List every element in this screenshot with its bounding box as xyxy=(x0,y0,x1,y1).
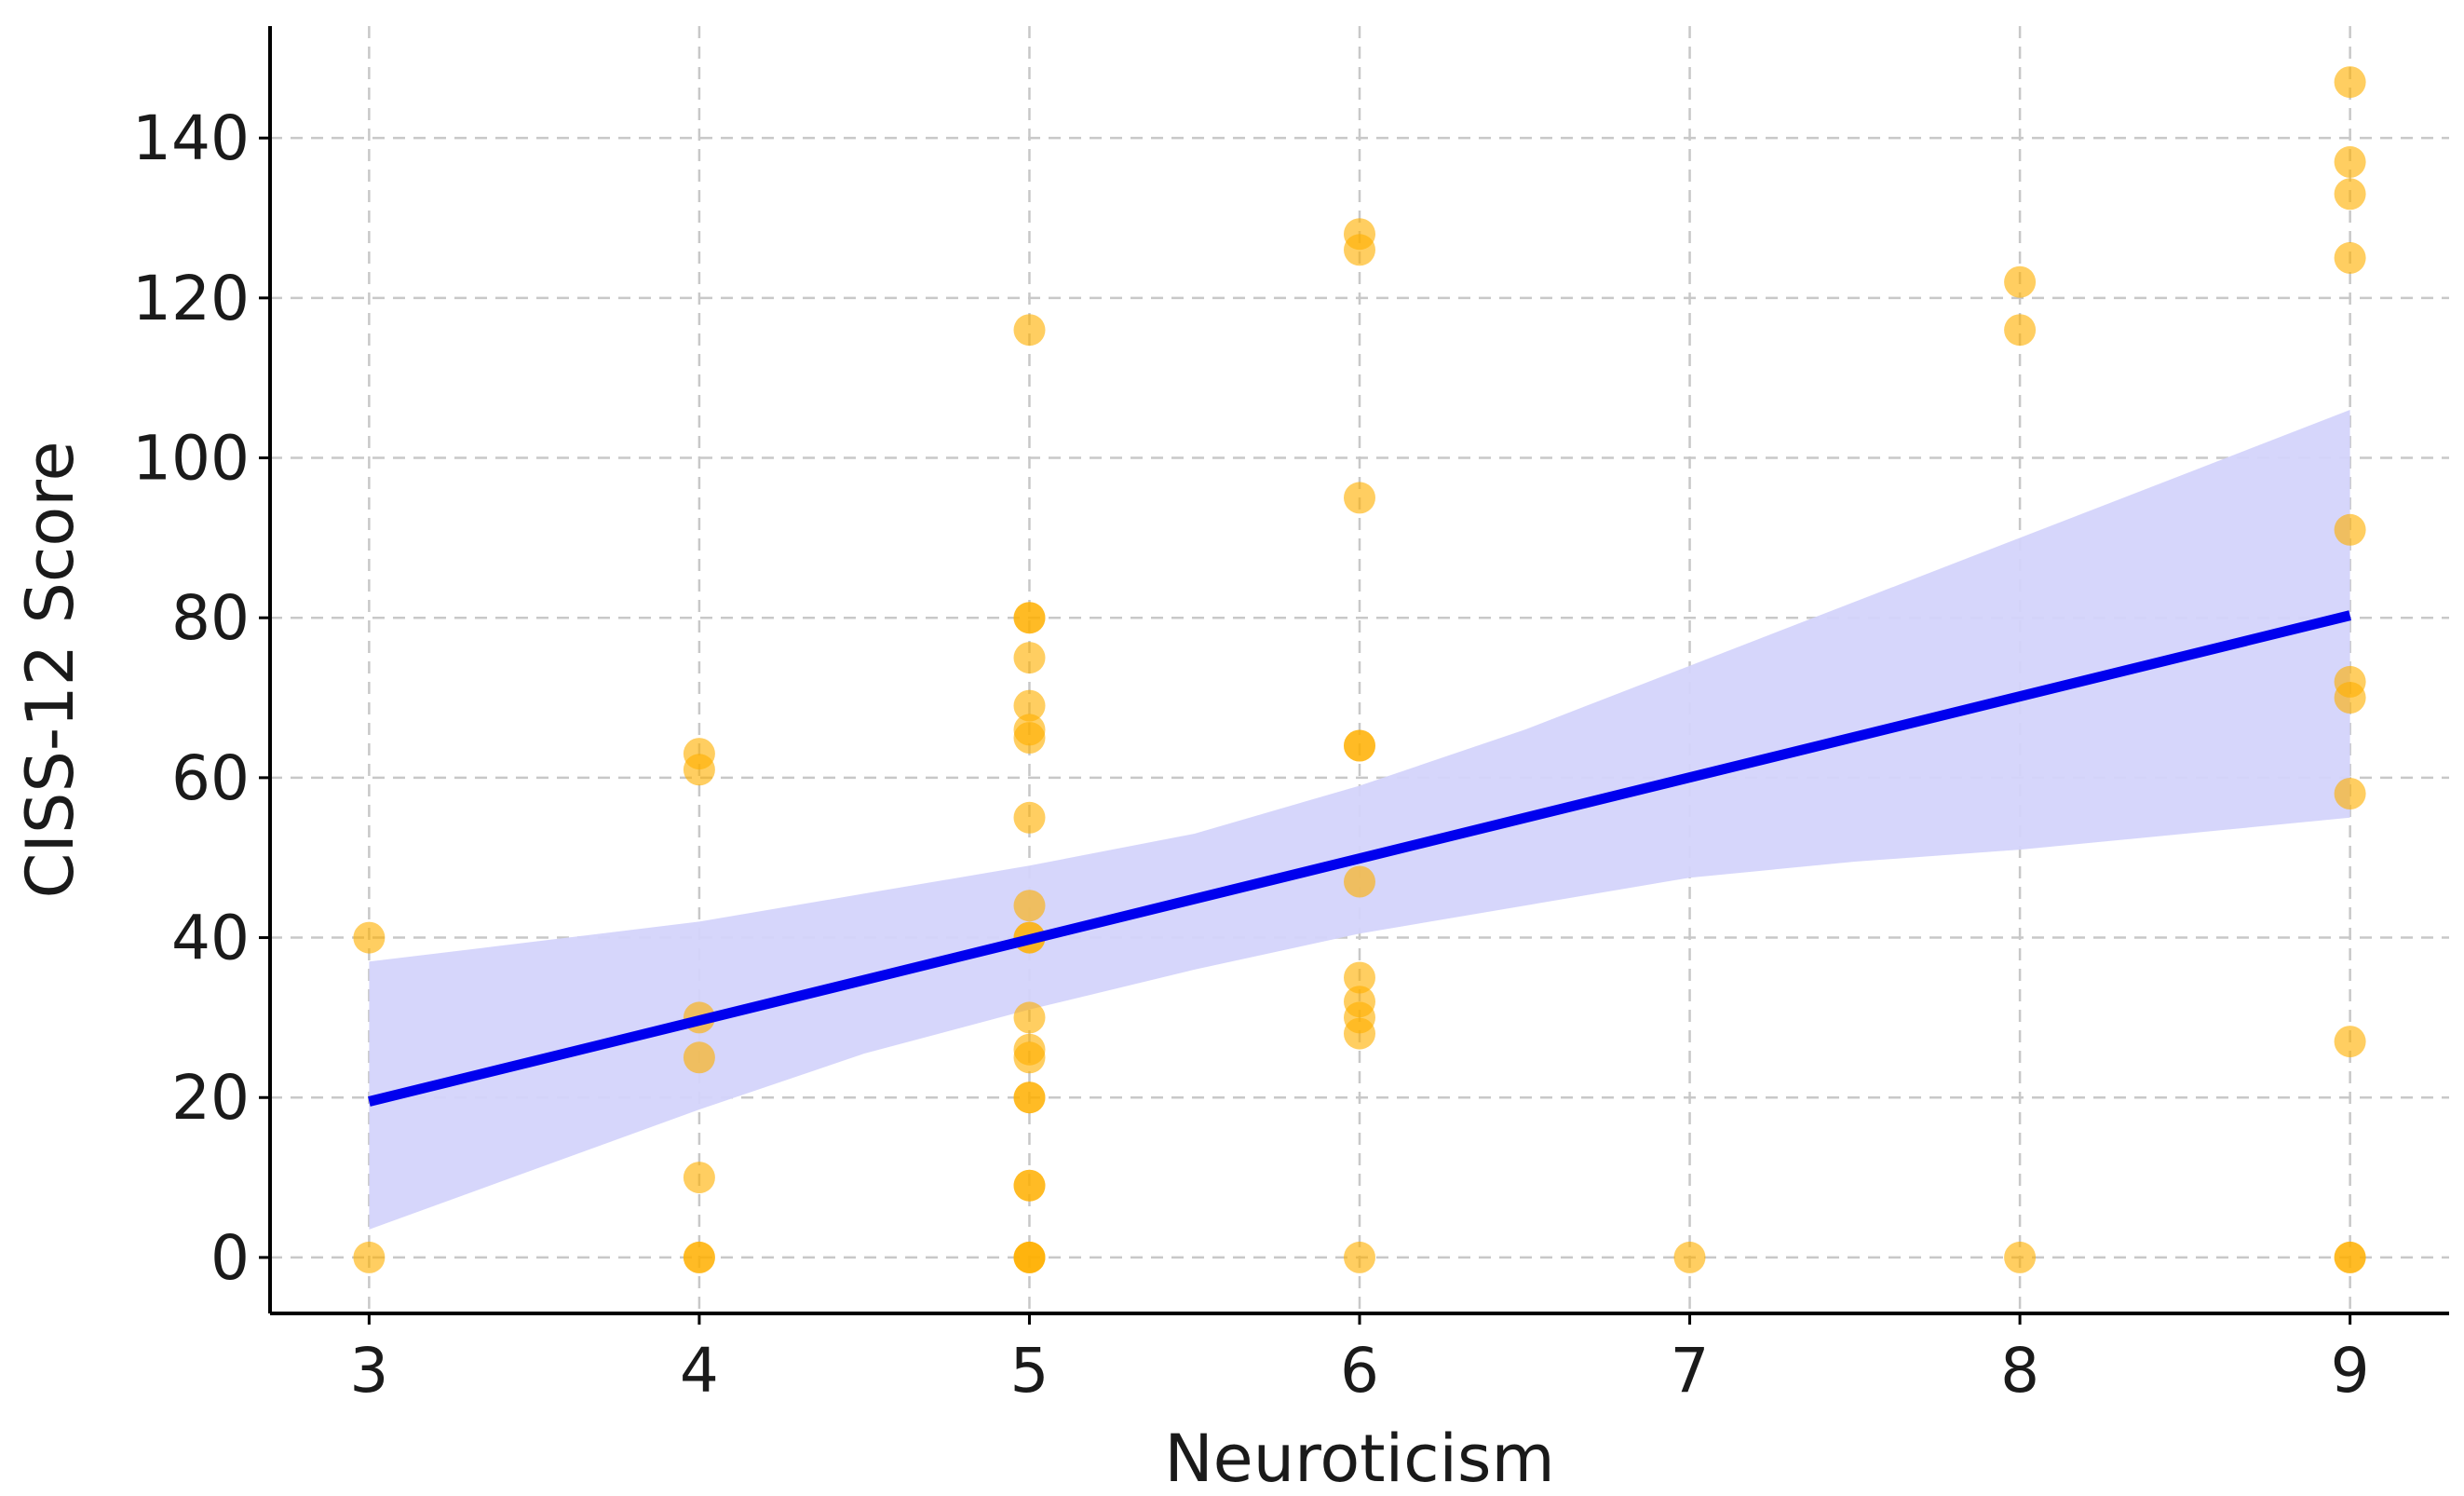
data-point xyxy=(1013,314,1046,347)
data-point xyxy=(1344,1017,1375,1050)
data-point xyxy=(2334,241,2366,274)
data-point xyxy=(1344,482,1375,514)
data-point xyxy=(683,1041,715,1074)
data-point xyxy=(683,754,715,786)
data-point xyxy=(1013,1081,1046,1114)
x-tick-label: 7 xyxy=(1671,1335,1710,1407)
data-point xyxy=(1344,234,1375,266)
data-point xyxy=(1013,890,1046,922)
data-point xyxy=(1013,1241,1046,1273)
y-tick-label: 20 xyxy=(171,1062,250,1134)
data-point xyxy=(1013,722,1046,754)
confidence-band-layer xyxy=(369,410,2350,1230)
data-point xyxy=(2334,66,2366,99)
y-tick-label: 60 xyxy=(171,742,250,814)
y-tick-label: 140 xyxy=(132,102,250,174)
x-tick-label: 9 xyxy=(2331,1335,2370,1407)
data-point xyxy=(353,921,386,954)
y-tick-label: 40 xyxy=(171,903,250,974)
data-point xyxy=(1344,729,1375,762)
data-point xyxy=(1013,642,1046,674)
y-tick-label: 80 xyxy=(171,582,250,654)
x-tick-label: 5 xyxy=(1009,1335,1049,1407)
data-point xyxy=(2334,778,2366,809)
x-axis-title: Neuroticism xyxy=(1164,1421,1554,1496)
data-point xyxy=(2334,1026,2366,1058)
data-point xyxy=(2334,1241,2366,1273)
data-point xyxy=(1013,1001,1046,1034)
data-point xyxy=(1344,1241,1375,1273)
data-point xyxy=(2334,178,2366,211)
data-point xyxy=(1344,961,1375,994)
regression-line-layer xyxy=(368,610,2351,1107)
y-tick-label: 0 xyxy=(210,1222,250,1294)
confidence-band xyxy=(369,410,2350,1230)
data-point xyxy=(353,1241,386,1273)
data-point xyxy=(2334,682,2366,714)
data-point xyxy=(2004,1241,2037,1273)
y-tick-label: 100 xyxy=(132,423,250,495)
data-point xyxy=(1013,1169,1046,1202)
data-point xyxy=(1344,865,1375,898)
y-tick-label: 120 xyxy=(132,263,250,334)
data-point xyxy=(2004,314,2037,347)
data-point xyxy=(2004,265,2037,298)
data-point xyxy=(1673,1241,1706,1273)
data-point xyxy=(1013,801,1046,834)
data-point xyxy=(1013,1041,1046,1074)
data-point xyxy=(683,1241,715,1273)
data-point xyxy=(683,1162,715,1194)
regression-line xyxy=(368,610,2351,1107)
data-point xyxy=(1013,689,1046,722)
data-point xyxy=(2334,145,2366,178)
x-tick-label: 8 xyxy=(2000,1335,2039,1407)
y-axis-title: CISS-12 Score xyxy=(12,441,88,898)
x-tick-label: 3 xyxy=(349,1335,388,1407)
data-point xyxy=(1013,602,1046,634)
x-tick-label: 6 xyxy=(1340,1335,1379,1407)
tick-labels: 3 4 5 6 7 8 9 0 20 40 60 80 100 120 140 xyxy=(132,102,2370,1407)
x-tick-label: 4 xyxy=(680,1335,719,1407)
data-point xyxy=(2334,513,2366,546)
data-points xyxy=(353,66,2366,1273)
